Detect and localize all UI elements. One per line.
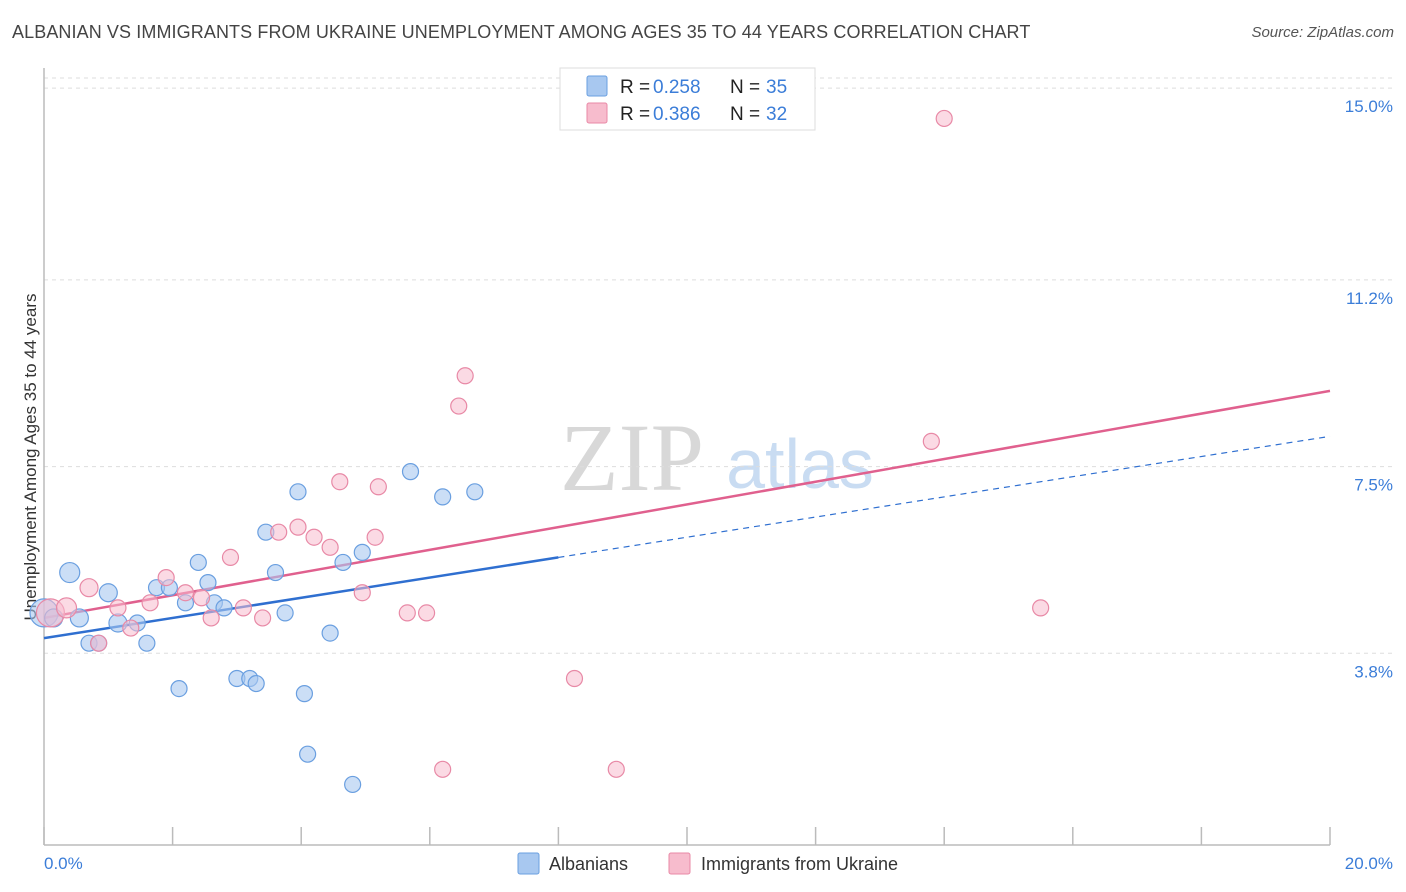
ukraine-point [607, 760, 625, 778]
trend-line-ukraine [43, 389, 1331, 620]
y-axis-title: Unemployment Among Ages 35 to 44 years [21, 294, 40, 621]
ukraine-point [398, 604, 416, 622]
watermark-zip: ZIP [560, 404, 704, 511]
ukraine-point [369, 478, 387, 496]
ukraine-point [922, 432, 940, 450]
albanians-point [334, 553, 352, 572]
albanians-point [189, 553, 207, 572]
albanians-point [138, 634, 156, 652]
trend-line-albanians-extension [558, 435, 1331, 559]
ukraine-point [192, 589, 211, 607]
ukraine-point [202, 609, 220, 627]
ukraine-point [321, 538, 339, 556]
ukraine-point [221, 548, 240, 567]
albanians-point [215, 599, 233, 617]
albanians-point [466, 483, 484, 501]
legend-swatch-albanians [586, 75, 608, 97]
source-credit: Source: ZipAtlas.com [1251, 24, 1394, 41]
albanians-point [59, 561, 81, 584]
ukraine-point [935, 109, 953, 128]
albanians-point [295, 685, 314, 703]
ukraine-point [157, 568, 175, 587]
bottom-legend-swatch-albanians [517, 852, 540, 875]
albanians-point [170, 679, 188, 698]
ukraine-point [176, 584, 195, 602]
ukraine-point [565, 669, 584, 688]
ukraine-point [122, 619, 140, 637]
albanians-point [321, 624, 339, 642]
ukraine-point [456, 367, 474, 385]
ukraine-point [254, 609, 272, 627]
x-axis-ticks [43, 827, 1331, 845]
albanians-point [434, 488, 452, 506]
ukraine-point [1032, 599, 1050, 617]
albanians-point [344, 775, 362, 794]
albanians-point [353, 543, 371, 561]
chart-title: ALBANIAN VS IMMIGRANTS FROM UKRAINE UNEM… [12, 22, 1031, 42]
y-tick-label: 7.5% [1354, 476, 1393, 495]
legend-r-value-ukraine: 0.386 [653, 104, 701, 125]
series-legend: Albanians Immigrants from Ukraine [517, 852, 898, 875]
legend-n-label-ukraine: N = [730, 104, 760, 125]
albanians-point [247, 674, 265, 693]
gridlines [44, 77, 1393, 654]
ukraine-point [109, 599, 127, 617]
legend-r-label-albanians: R = [620, 77, 650, 98]
x-tick-label-min: 0.0% [44, 854, 83, 873]
ukraine-point [331, 473, 349, 491]
legend-n-value-albanians: 35 [766, 77, 787, 98]
bottom-legend-swatch-ukraine [668, 852, 691, 875]
y-tick-labels: 3.8% 7.5% 11.2% 15.0% [1345, 97, 1393, 681]
legend-n-value-ukraine: 32 [766, 104, 787, 125]
y-tick-label: 11.2% [1346, 289, 1393, 308]
correlation-legend: R = 0.258 N = 35 R = 0.386 N = 32 [559, 67, 816, 131]
ukraine-point [450, 397, 468, 415]
ukraine-point [366, 528, 384, 546]
ukraine-point [434, 760, 452, 778]
ukraine-point [417, 604, 436, 622]
ukraine-point [305, 528, 323, 546]
watermark-atlas: atlas [726, 425, 874, 503]
albanians-point [299, 745, 317, 763]
ukraine-point [141, 594, 159, 612]
albanians-point [289, 483, 307, 501]
albanians-point [199, 574, 217, 592]
ukraine-point [270, 523, 288, 541]
bottom-legend-ukraine: Immigrants from Ukraine [701, 854, 898, 874]
x-tick-label-max: 20.0% [1345, 854, 1393, 873]
legend-n-label-albanians: N = [730, 77, 760, 98]
albanians-point [276, 604, 294, 622]
albanians-point [401, 463, 420, 481]
ukraine-point [55, 597, 78, 619]
bottom-legend-albanians: Albanians [549, 854, 628, 874]
albanians-point [266, 563, 285, 582]
y-tick-label: 15.0% [1345, 97, 1393, 116]
y-tick-label: 3.8% [1354, 662, 1393, 681]
ukraine-point [90, 634, 108, 652]
ukraine-points [35, 109, 1050, 778]
albanians-point [98, 583, 118, 603]
ukraine-point [234, 599, 252, 617]
ukraine-point [353, 584, 371, 602]
albanians-points [29, 463, 484, 794]
legend-r-value-albanians: 0.258 [653, 77, 701, 98]
ukraine-point [79, 578, 99, 598]
ukraine-point [289, 518, 307, 536]
legend-swatch-ukraine [586, 102, 608, 124]
legend-r-label-ukraine: R = [620, 104, 650, 125]
